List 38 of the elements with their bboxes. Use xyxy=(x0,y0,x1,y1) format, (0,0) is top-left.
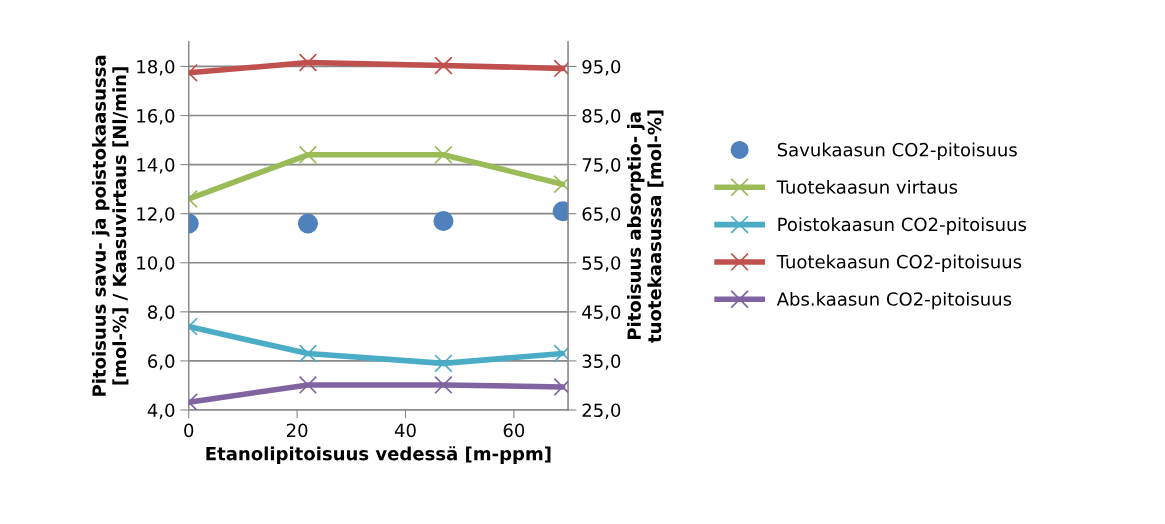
y-tick-label: 16,0 xyxy=(137,108,175,125)
point xyxy=(434,354,453,373)
point xyxy=(434,145,453,164)
point xyxy=(434,375,453,395)
y2-tick-label: 85,0 xyxy=(582,108,621,125)
x-tick-label: 0 xyxy=(184,423,194,438)
y2-tick-label: 65,0 xyxy=(582,207,621,223)
x-tick-label: 40 xyxy=(394,423,416,438)
point xyxy=(553,175,569,194)
point xyxy=(433,211,454,232)
y-tick-label: 6,0 xyxy=(148,354,175,370)
x-tick-label: 20 xyxy=(286,423,308,438)
y2-tick-label: 45,0 xyxy=(582,305,621,321)
y-tick-label: 18,0 xyxy=(137,59,175,76)
point xyxy=(434,56,453,75)
y2-tick-label: 75,0 xyxy=(582,158,621,174)
y2-axis-title: Pitoisuus absorptio- ja tuotekaasussa [mol-%] xyxy=(627,110,664,343)
legend-label: Tuotekaasun CO2-pitoisuus xyxy=(776,254,1022,273)
y2-tick-label: 95,0 xyxy=(582,59,621,76)
y2-tick-label: 25,0 xyxy=(582,403,621,419)
legend-label: Savukaasun CO2-pitoisuus xyxy=(777,142,1017,161)
legend-label: Tuotekaasun virtaus xyxy=(776,179,958,194)
y-tick-label: 12,0 xyxy=(137,207,175,223)
point xyxy=(553,344,569,363)
legend-label: Abs.kaasun CO2-pitoisuus xyxy=(776,291,1012,310)
y-axis-title: Pitoisuus savu- ja poistokaasussa [mol-%] / Kaasuvirtaus [Nl/min] xyxy=(91,55,129,396)
x-axis-title: Etanolipitoisuus vedessä [m-ppm] xyxy=(206,446,551,464)
y-tick-label: 10,0 xyxy=(137,256,175,272)
y2-tick-label: 35,0 xyxy=(582,354,621,370)
point xyxy=(553,59,569,78)
point xyxy=(553,377,569,397)
y-tick-label: 14,0 xyxy=(137,158,175,174)
y-tick-label: 8,0 xyxy=(148,305,175,321)
x-tick-label: 60 xyxy=(503,423,525,438)
y2-tick-label: 55,0 xyxy=(582,256,621,272)
point xyxy=(552,201,569,222)
y-tick-label: 4,0 xyxy=(147,403,175,419)
legend-label: Poistokaasun CO2-pitoisuus xyxy=(778,217,1027,235)
